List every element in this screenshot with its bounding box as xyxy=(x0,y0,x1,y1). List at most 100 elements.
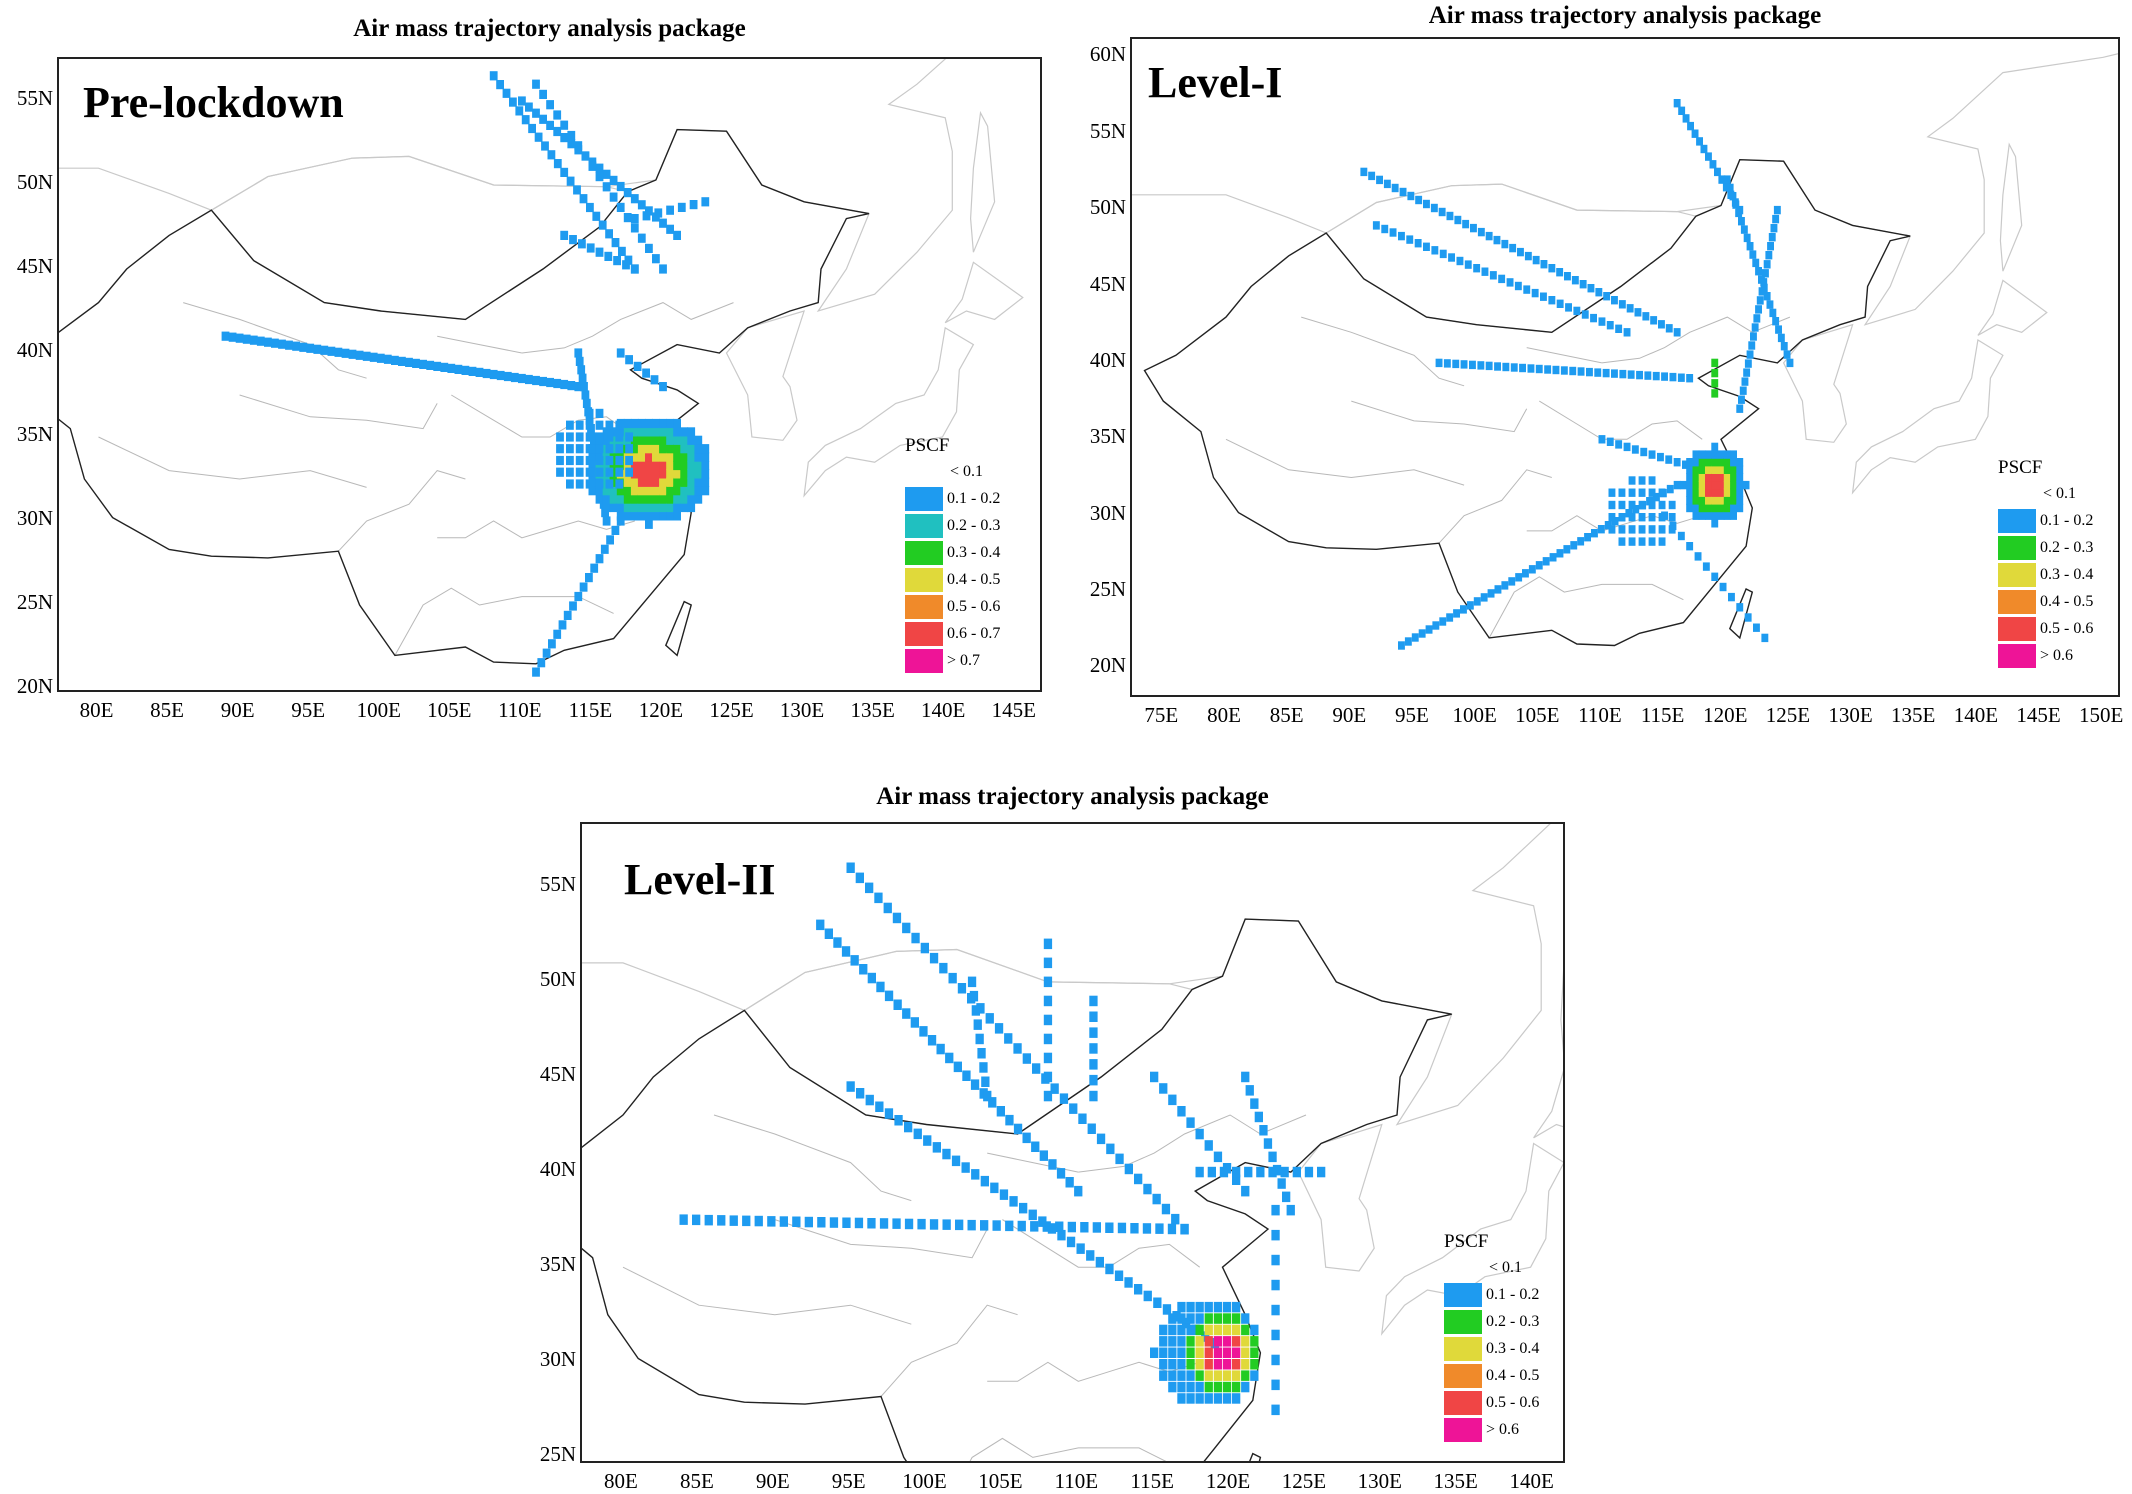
pscf-cell xyxy=(1286,1204,1295,1216)
pscf-cell xyxy=(573,185,581,195)
pscf-cell xyxy=(1711,358,1719,368)
pscf-cell xyxy=(645,494,653,504)
pscf-cell xyxy=(645,469,653,479)
pscf-cell xyxy=(1398,231,1405,241)
pscf-cell xyxy=(1711,480,1719,490)
pscf-cell xyxy=(630,223,639,233)
pscf-cell xyxy=(1477,227,1485,237)
pscf-cell xyxy=(1556,268,1564,277)
pscf-cell xyxy=(1717,488,1725,497)
pscf-cell xyxy=(1372,221,1380,230)
pscf-cell xyxy=(1531,288,1539,298)
pscf-cell xyxy=(228,332,237,342)
pscf-cell xyxy=(1142,1223,1152,1234)
pscf-cell xyxy=(1698,488,1706,497)
pscf-cell xyxy=(521,115,530,125)
pscf-cell xyxy=(567,130,576,141)
pscf-cell xyxy=(637,435,646,445)
pscf-cell xyxy=(1640,447,1648,457)
pscf-cell xyxy=(1686,473,1694,482)
pscf-cell xyxy=(1758,287,1766,296)
pscf-cell xyxy=(1418,629,1426,638)
pscf-cell xyxy=(539,114,547,124)
pscf-cell xyxy=(1618,488,1626,497)
legend-swatch xyxy=(1998,643,2036,668)
pscf-cell xyxy=(673,494,681,504)
pscf-cell xyxy=(1443,359,1451,368)
pscf-cell xyxy=(1573,306,1581,316)
pscf-cell xyxy=(600,544,609,554)
pscf-cell xyxy=(1250,1336,1259,1347)
pscf-cell xyxy=(1501,239,1509,249)
legend: PSCF < 0.1 0.1 - 0.2 0.2 - 0.3 0.3 - 0.4 0.4 … xyxy=(1444,1231,1539,1443)
pscf-cell xyxy=(1292,1166,1301,1178)
pscf-cell xyxy=(518,96,526,106)
pscf-cell xyxy=(1168,1324,1177,1336)
pscf-cell xyxy=(1089,1043,1098,1054)
pscf-cell xyxy=(1736,503,1744,513)
pscf-cell xyxy=(1705,465,1712,474)
pscf-cell xyxy=(585,444,594,454)
pscf-cell xyxy=(615,444,624,454)
pscf-cell xyxy=(1195,1336,1204,1347)
pscf-cell xyxy=(625,444,633,454)
legend-label: 0.1 - 0.2 xyxy=(947,489,1001,507)
legend-entry: 0.5 - 0.6 xyxy=(1998,615,2093,642)
pscf-cell xyxy=(1480,593,1488,602)
pscf-cell xyxy=(1772,317,1780,326)
pscf-cell xyxy=(932,1142,941,1153)
pscf-cell xyxy=(1673,458,1681,467)
pscf-cell xyxy=(623,486,632,496)
pscf-cell xyxy=(1162,1304,1172,1315)
pscf-cell xyxy=(1232,1370,1241,1381)
pscf-cell xyxy=(1241,1324,1250,1336)
pscf-cell xyxy=(1204,1324,1213,1336)
lat-tick: 25N xyxy=(1089,577,1126,602)
pscf-cell xyxy=(615,420,624,430)
lon-tick: 120E xyxy=(638,698,684,722)
legend-entry: 0.2 - 0.3 xyxy=(905,512,1000,539)
pscf-cell xyxy=(955,1219,964,1231)
pscf-cell xyxy=(1485,231,1493,241)
pscf-cell xyxy=(976,1003,985,1014)
pscf-cell xyxy=(630,435,639,445)
pscf-cell xyxy=(854,1217,864,1229)
legend-swatch xyxy=(1444,1417,1482,1442)
legend-label: 0.5 - 0.6 xyxy=(1486,1393,1540,1411)
pscf-cell xyxy=(846,862,855,873)
lat-tick: 40N xyxy=(1089,347,1126,372)
pscf-cell xyxy=(1280,1166,1289,1178)
pscf-cell xyxy=(1268,1166,1277,1178)
pscf-cell xyxy=(1177,1336,1186,1347)
pscf-cell xyxy=(652,486,660,496)
pscf-cell xyxy=(1464,260,1472,269)
pscf-cell xyxy=(1404,637,1412,646)
pscf-cell xyxy=(666,477,674,487)
pscf-cell xyxy=(595,554,604,564)
lon-tick: 110E xyxy=(498,698,542,722)
pscf-cell xyxy=(936,1043,945,1055)
pscf-cell xyxy=(548,639,556,649)
pscf-cell xyxy=(1786,358,1794,368)
pscf-cell xyxy=(1540,260,1548,269)
pscf-cell xyxy=(659,218,667,228)
pscf-cell xyxy=(637,502,646,513)
pscf-cell xyxy=(841,946,851,957)
pscf-cell xyxy=(953,1061,962,1073)
pscf-cell xyxy=(1414,239,1422,248)
pscf-cell xyxy=(1143,1183,1152,1195)
pscf-cell xyxy=(1028,1209,1037,1221)
pscf-cell xyxy=(1692,450,1700,459)
pscf-cell xyxy=(1096,1133,1106,1145)
pscf-cell xyxy=(623,418,632,429)
pscf-cell xyxy=(829,1217,839,1228)
legend-swatch xyxy=(1998,535,2036,560)
legend-swatch xyxy=(1998,508,2036,533)
pscf-cell xyxy=(405,357,413,367)
pscf-cell xyxy=(1730,496,1737,505)
pscf-cell xyxy=(687,460,696,471)
pscf-cell xyxy=(630,502,639,513)
legend-entry: 0.1 - 0.2 xyxy=(1998,507,2093,534)
legend-label: 0.3 - 0.4 xyxy=(2040,565,2094,583)
pscf-cell xyxy=(1744,613,1752,622)
